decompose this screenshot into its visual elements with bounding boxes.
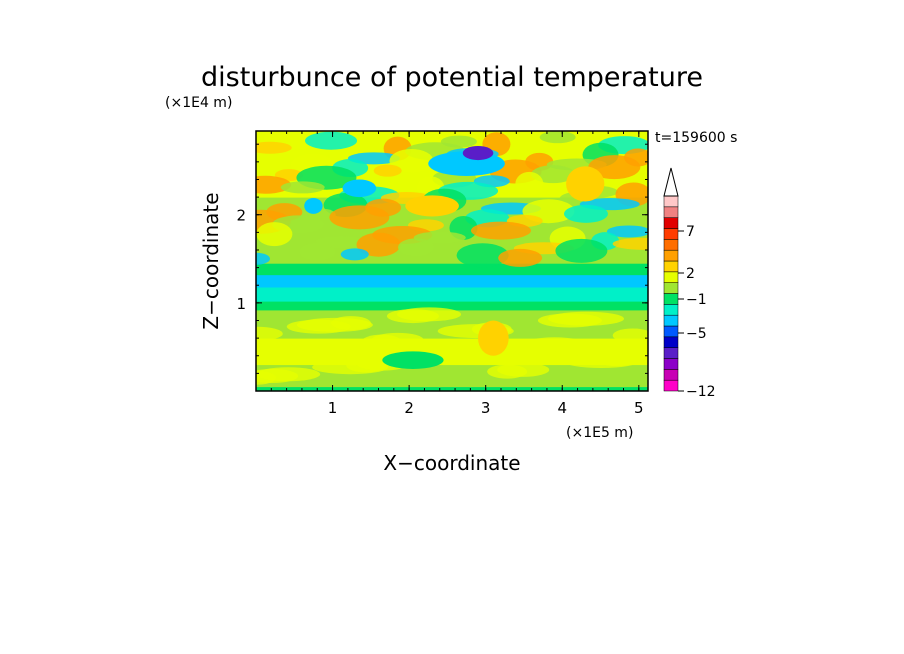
field-feature bbox=[462, 145, 494, 161]
field-band bbox=[256, 287, 648, 302]
plot-area: 1 2 3 4 5 1 2 bbox=[236, 130, 649, 417]
colorbar-label: −1 bbox=[686, 292, 707, 308]
field-patch bbox=[456, 243, 509, 268]
colorbar-swatch bbox=[663, 228, 679, 240]
colorbar-swatch bbox=[663, 325, 679, 338]
field-patch bbox=[256, 326, 283, 341]
field-patch bbox=[397, 307, 462, 322]
colorbar-swatch bbox=[663, 217, 679, 229]
x-tick-label: 4 bbox=[557, 399, 567, 417]
colorbar-swatch bbox=[663, 347, 679, 359]
field-feature bbox=[304, 197, 323, 214]
field-patch bbox=[515, 171, 544, 196]
field-patch bbox=[256, 222, 293, 247]
plot-frame bbox=[255, 130, 649, 392]
field-patch bbox=[531, 165, 576, 184]
y-tick-label: 1 bbox=[236, 295, 246, 313]
colorbar-swatch bbox=[663, 206, 679, 218]
colorbar-swatch bbox=[663, 282, 679, 294]
field-patch bbox=[356, 232, 401, 257]
time-label: t=159600 s bbox=[655, 130, 737, 146]
field-patch bbox=[330, 316, 371, 331]
colorbar-arrow bbox=[663, 167, 679, 197]
field-patch bbox=[612, 328, 648, 343]
x-unit-label: (×1E5 m) bbox=[566, 425, 633, 441]
colorbar: 7 2 −1 −5 −12 bbox=[663, 167, 716, 400]
field-patch bbox=[389, 148, 434, 173]
colorbar-label: −5 bbox=[686, 326, 707, 342]
colorbar-swatch bbox=[663, 249, 679, 262]
field-patch bbox=[498, 248, 543, 267]
field-patch bbox=[256, 252, 270, 265]
colorbar-swatch bbox=[663, 293, 679, 305]
field-patch bbox=[555, 238, 608, 263]
colorbar-label: 2 bbox=[686, 266, 695, 282]
field-feature bbox=[342, 179, 377, 198]
colorbar-swatch bbox=[663, 304, 679, 316]
colorbar-swatch bbox=[663, 336, 679, 348]
colorbar-swatch bbox=[663, 358, 679, 370]
field-patch bbox=[547, 311, 624, 326]
x-tick-label: 5 bbox=[634, 399, 644, 417]
field-patch bbox=[256, 367, 321, 382]
field-patch bbox=[340, 248, 369, 261]
colorbar-label: −12 bbox=[686, 384, 716, 400]
colorbar-swatch bbox=[663, 314, 679, 327]
y-axis-label: Z−coordinate bbox=[199, 192, 223, 329]
field-patch bbox=[588, 155, 641, 180]
field-feature bbox=[405, 195, 459, 217]
field-patch bbox=[371, 332, 424, 347]
field-layer bbox=[256, 131, 648, 391]
field-patch bbox=[497, 362, 550, 377]
field-patch bbox=[539, 131, 576, 144]
field-band bbox=[256, 274, 648, 288]
x-tick-label: 1 bbox=[328, 399, 338, 417]
field-patch bbox=[280, 181, 325, 194]
colorbar-label: 7 bbox=[686, 224, 695, 240]
colorbar-swatch bbox=[663, 271, 679, 283]
field-patch bbox=[563, 204, 608, 223]
colorbar-swatch bbox=[663, 195, 679, 208]
colorbar-swatch bbox=[663, 369, 679, 381]
field-patch bbox=[305, 131, 358, 150]
colorbar-swatch bbox=[663, 239, 679, 251]
field-patch bbox=[606, 225, 648, 238]
x-tick-label: 3 bbox=[481, 399, 491, 417]
field-patch bbox=[281, 341, 358, 356]
field-band bbox=[256, 263, 648, 276]
x-axis-label: X−coordinate bbox=[383, 451, 520, 475]
field-band bbox=[256, 380, 648, 388]
field-patch bbox=[329, 205, 390, 230]
colorbar-swatch bbox=[663, 379, 679, 392]
field-patch bbox=[373, 164, 402, 177]
field-patch bbox=[612, 237, 648, 250]
field-band bbox=[256, 301, 648, 311]
field-patch bbox=[398, 238, 435, 257]
field-patch bbox=[471, 221, 531, 240]
field-patch bbox=[256, 141, 292, 154]
field-patch bbox=[522, 337, 587, 352]
field-patch bbox=[299, 242, 336, 261]
field-feature bbox=[382, 351, 444, 369]
y-unit-label: (×1E4 m) bbox=[165, 95, 232, 111]
field-band bbox=[256, 386, 648, 391]
field-feature bbox=[478, 320, 509, 356]
field-patch bbox=[597, 352, 638, 367]
field-feature bbox=[566, 166, 605, 202]
x-tick-label: 2 bbox=[404, 399, 414, 417]
y-tick-label: 2 bbox=[236, 207, 246, 225]
chart-title: disturbunce of potential temperature bbox=[201, 62, 703, 93]
colorbar-swatch bbox=[663, 260, 679, 273]
